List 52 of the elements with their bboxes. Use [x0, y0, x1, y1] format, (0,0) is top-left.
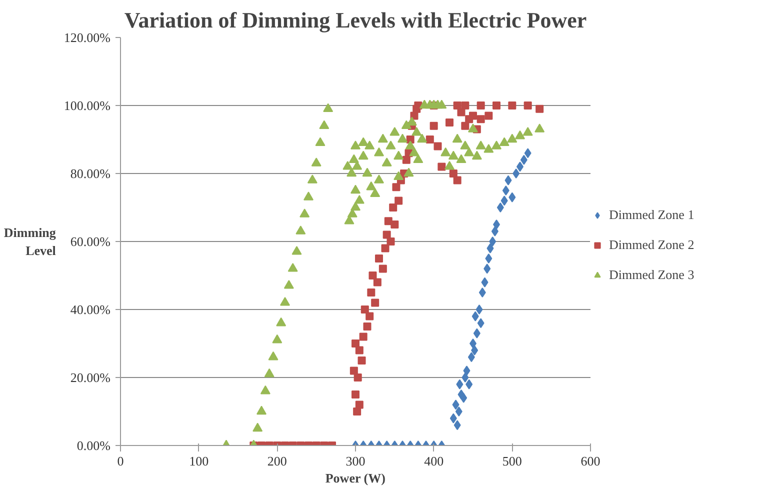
- point: [478, 288, 486, 298]
- point: [476, 304, 483, 314]
- point: [485, 254, 492, 264]
- point: [462, 372, 469, 382]
- point: [477, 318, 484, 328]
- point: [520, 154, 528, 165]
- point: [456, 379, 464, 390]
- x-tick-label: 300: [346, 454, 366, 468]
- point: [493, 220, 500, 230]
- point: [524, 148, 532, 158]
- legend-label: Dimmed Zone 2: [609, 237, 694, 253]
- point: [463, 366, 470, 376]
- point: [460, 392, 468, 403]
- x-tick-label: 200: [267, 454, 287, 468]
- x-tick-label: 100: [189, 454, 209, 468]
- point: [512, 168, 520, 178]
- y-tick-label: 0.00%: [76, 438, 111, 453]
- x-tick-label: 500: [502, 454, 522, 468]
- point: [454, 420, 461, 430]
- y-tick-label: 40.00%: [70, 302, 111, 317]
- y-tick-label: 20.00%: [70, 370, 111, 385]
- point: [481, 277, 488, 288]
- point: [473, 328, 480, 338]
- point: [504, 175, 512, 186]
- chart-title: Variation of Dimming Levels with Electric Power: [124, 8, 587, 32]
- point: [500, 196, 508, 206]
- y-tick-label: 60.00%: [70, 234, 111, 249]
- y-tick-label: 100.00%: [64, 98, 111, 113]
- point: [452, 400, 460, 410]
- point: [491, 226, 498, 236]
- y-tick-label: 80.00%: [70, 166, 111, 181]
- point: [486, 243, 494, 254]
- y-tick-label: 120.00%: [64, 30, 111, 45]
- point: [472, 311, 479, 322]
- point: [455, 406, 462, 416]
- point: [466, 379, 473, 390]
- x-tick-label: 400: [424, 454, 444, 468]
- point: [468, 352, 475, 362]
- legend-label: Dimmed Zone 3: [609, 267, 694, 283]
- x-tick-label: 600: [580, 454, 600, 468]
- y-axis-title: Dimming Level: [4, 225, 56, 258]
- point: [484, 264, 491, 274]
- x-tick-label: 0: [117, 454, 124, 468]
- point: [496, 202, 504, 212]
- point: [508, 192, 516, 202]
- x-axis-title: Power (W): [325, 470, 386, 486]
- point: [502, 186, 510, 196]
- point: [470, 338, 476, 348]
- legend-label: Dimmed Zone 1: [609, 207, 694, 223]
- point: [471, 345, 478, 356]
- point: [450, 413, 457, 424]
- point: [489, 236, 496, 246]
